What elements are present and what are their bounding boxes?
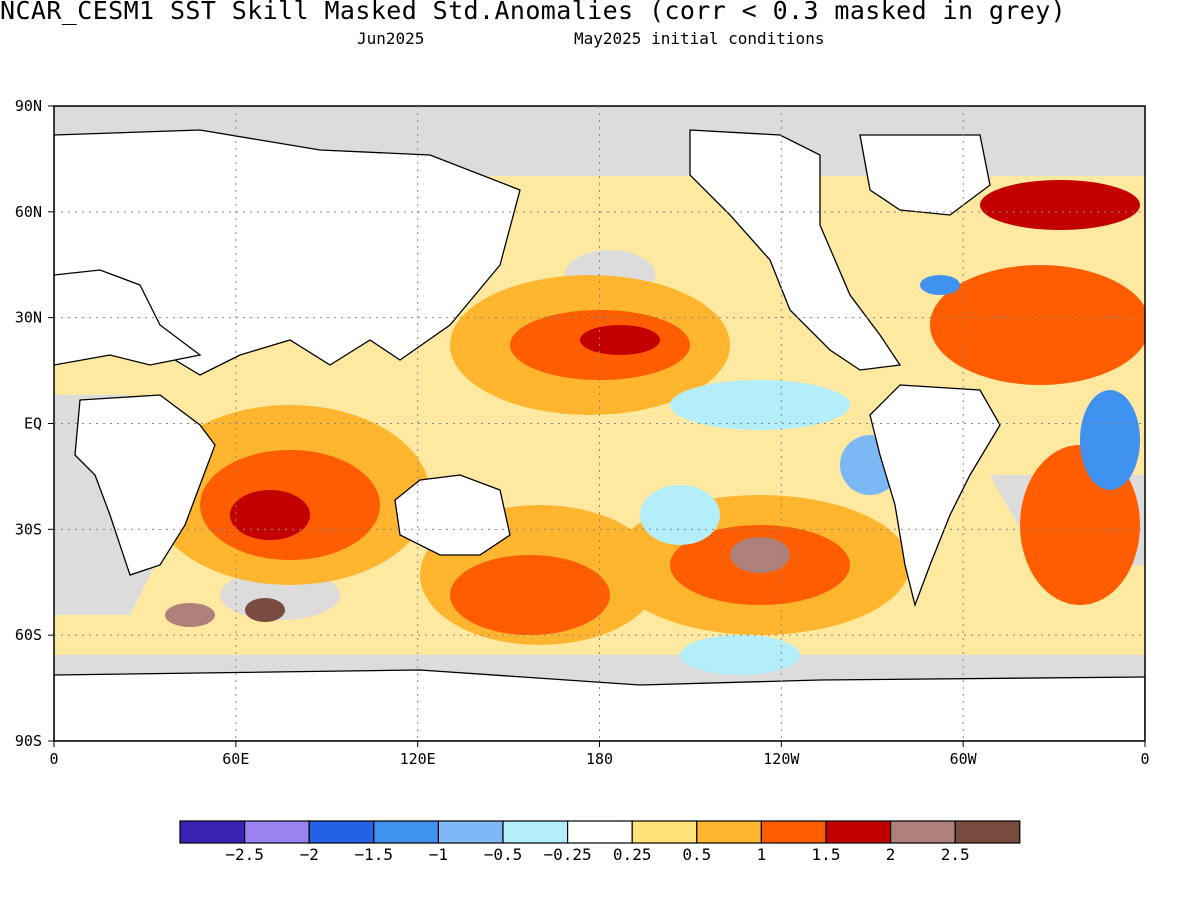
latitude-label: 30N [15,309,42,327]
longitude-label: 120E [400,750,436,768]
colorbar-label: −2 [300,845,319,864]
longitude-label: 180 [586,750,613,768]
colorbar-box [631,820,698,844]
colorbar-box [696,820,762,844]
colorbar-box [825,820,892,844]
longitude-label: 0 [1140,750,1149,768]
colorbar-label: 0.5 [682,845,711,864]
warm-anomalies [150,180,1145,645]
colorbar-box [567,820,633,844]
sst-anomaly-map: 90N 60N 30N EQ 30S 60S 90S 0 60E 120E 180 120W 60W 0 [15,97,1150,768]
longitude-label: 0 [49,750,58,768]
colorbar-box [179,820,246,844]
latitude-label: 90N [15,97,42,115]
colorbar-box [373,820,440,844]
latitude-label: 90S [15,732,42,750]
latitude-label: 60N [15,203,42,221]
target-month: Jun2025 [357,29,425,48]
colorbar-label: −1.5 [355,845,394,864]
latitude-label: 30S [15,520,42,538]
map-title: NCAR_CESM1 SST Skill Masked Std.Anomalie… [0,0,1067,25]
longitude-label: 60E [222,750,249,768]
colorbar-box [502,820,569,844]
land [54,129,1145,741]
colorbar-box [308,820,375,844]
longitude-labels: 0 60E 120E 180 120W 60W 0 [49,741,1150,768]
colorbar-box [954,820,1021,844]
colorbar-label: 1 [757,845,767,864]
latitude-label: EQ [24,415,42,433]
initial-conditions-label: May2025 initial conditions [574,29,825,48]
colorbar: −2.5 −2 −1.5 −1 −0.5 −0.25 0.25 0.5 1 1.5 2 2.5 [179,820,1021,864]
colorbar-box [437,820,504,844]
colorbar-label: 1.5 [812,845,841,864]
colorbar-label: −1 [429,845,448,864]
longitude-label: 60W [950,750,978,768]
colorbar-label: 0.25 [613,845,652,864]
colorbar-box [889,820,956,844]
latitude-label: 60S [15,626,42,644]
latitude-labels: 90N 60N 30N EQ 30S 60S 90S [15,97,54,750]
colorbar-labels: −2.5 −2 −1.5 −1 −0.5 −0.25 0.25 0.5 1 1.5 2 2.5 [225,845,969,864]
colorbar-label: −2.5 [225,845,264,864]
colorbar-box [243,820,310,844]
colorbar-label: −0.5 [484,845,523,864]
colorbar-label: 2.5 [941,845,970,864]
colorbar-label: 2 [886,845,896,864]
gridlines [54,106,1145,741]
cool-anomalies [640,275,1140,675]
longitude-label: 120W [763,750,800,768]
colorbar-label: −0.25 [544,845,592,864]
colorbar-boxes [179,820,1021,844]
colorbar-box [760,820,827,844]
